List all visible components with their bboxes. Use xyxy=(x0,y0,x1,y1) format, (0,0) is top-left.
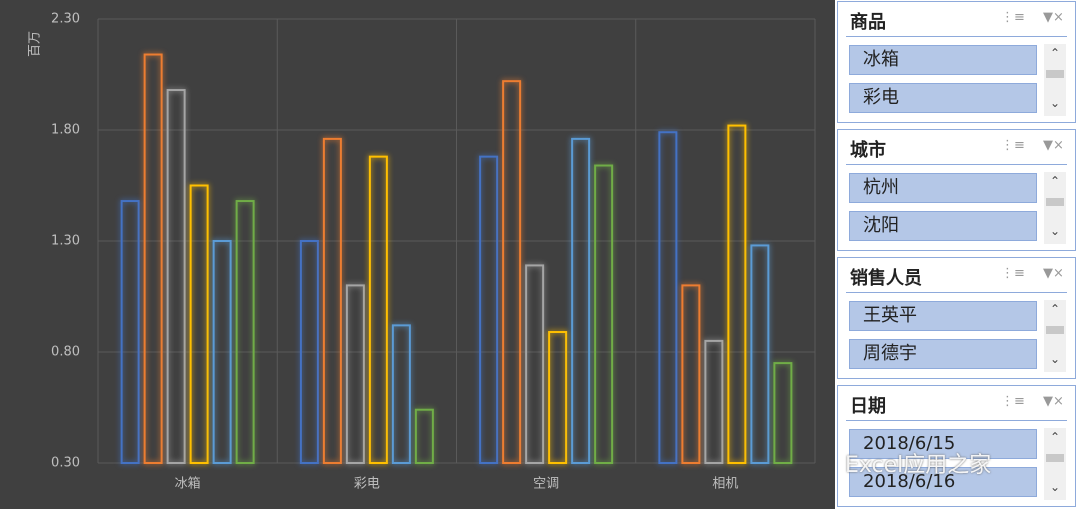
bar xyxy=(571,137,591,464)
scroll-thumb[interactable] xyxy=(1046,454,1064,462)
slicer-item[interactable]: 周德宇 xyxy=(849,339,1037,369)
slicer: 城市 ⋮≡ ▼× 杭州 沈阳 ⌃ ⌄ xyxy=(837,129,1076,251)
chart: 百万 0.30 0.80 1.30 1.80 2.30 冰箱 彩电 空调 相机 xyxy=(0,0,835,509)
bar xyxy=(120,200,140,464)
scrollbar[interactable]: ⌃ ⌄ xyxy=(1044,300,1066,372)
separator xyxy=(846,292,1067,293)
multi-select-icon[interactable]: ⋮≡ xyxy=(1001,10,1025,25)
bar xyxy=(414,408,434,464)
bar xyxy=(322,137,342,464)
bar xyxy=(594,164,614,465)
x-tick-label: 相机 xyxy=(712,477,738,492)
x-tick-label: 彩电 xyxy=(354,477,380,492)
bar xyxy=(391,324,411,464)
y-axis-label: 百万 xyxy=(28,31,43,57)
scroll-thumb[interactable] xyxy=(1046,198,1064,206)
slicer-item[interactable]: 彩电 xyxy=(849,83,1037,113)
watermark: Excel应用之家 xyxy=(845,453,992,478)
bar xyxy=(750,244,770,464)
bar xyxy=(143,53,163,465)
scrollbar[interactable]: ⌃ ⌄ xyxy=(1044,428,1066,500)
slicer: 商品 ⋮≡ ▼× 冰箱 彩电 ⌃ ⌄ xyxy=(837,1,1076,123)
bar xyxy=(235,200,255,464)
bar xyxy=(704,339,724,464)
separator xyxy=(846,420,1067,421)
clear-filter-icon[interactable]: ▼× xyxy=(1043,10,1064,25)
scroll-thumb[interactable] xyxy=(1046,326,1064,334)
slicer-item[interactable]: 沈阳 xyxy=(849,211,1037,241)
bar xyxy=(548,331,568,464)
scroll-down[interactable]: ⌄ xyxy=(1049,224,1061,238)
clear-filter-icon[interactable]: ▼× xyxy=(1043,138,1064,153)
slicer-title: 商品 xyxy=(850,12,886,33)
multi-select-icon[interactable]: ⋮≡ xyxy=(1001,394,1025,409)
slicer-title: 销售人员 xyxy=(850,268,922,289)
bar xyxy=(681,284,701,464)
bar xyxy=(525,264,545,465)
slicer-item[interactable]: 冰箱 xyxy=(849,45,1037,75)
slicer-item[interactable]: 王英平 xyxy=(849,301,1037,331)
y-tick-label: 0.80 xyxy=(51,345,80,360)
y-tick-label: 1.80 xyxy=(51,123,80,138)
clear-filter-icon[interactable]: ▼× xyxy=(1043,394,1064,409)
bar xyxy=(773,362,793,465)
slicer: 日期 ⋮≡ ▼× 2018/6/15 2018/6/16 ⌃ ⌄ xyxy=(837,385,1076,507)
bar xyxy=(166,89,186,464)
slicer-item[interactable]: 2018/6/16 xyxy=(849,467,1037,497)
y-tick-label: 1.30 xyxy=(51,234,80,249)
scrollbar[interactable]: ⌃ ⌄ xyxy=(1044,44,1066,116)
scroll-up[interactable]: ⌃ xyxy=(1049,302,1061,316)
scrollbar[interactable]: ⌃ ⌄ xyxy=(1044,172,1066,244)
scroll-down[interactable]: ⌄ xyxy=(1049,352,1061,366)
slicer-item[interactable]: 2018/6/15 xyxy=(849,429,1037,459)
slicer-title: 城市 xyxy=(850,140,886,161)
scroll-down[interactable]: ⌄ xyxy=(1049,96,1061,110)
bar xyxy=(212,240,232,464)
slicer: 销售人员 ⋮≡ ▼× 王英平 周德宇 ⌃ ⌄ xyxy=(837,257,1076,379)
multi-select-icon[interactable]: ⋮≡ xyxy=(1001,266,1025,281)
scroll-up[interactable]: ⌃ xyxy=(1049,46,1061,60)
separator xyxy=(846,36,1067,37)
y-tick-label: 2.30 xyxy=(51,12,80,27)
y-tick-label: 0.30 xyxy=(51,456,80,471)
bar xyxy=(727,124,747,464)
scroll-thumb[interactable] xyxy=(1046,70,1064,78)
bar xyxy=(479,155,499,464)
bar xyxy=(502,80,522,464)
bar xyxy=(299,240,319,464)
scroll-up[interactable]: ⌃ xyxy=(1049,430,1061,444)
bar xyxy=(658,131,678,464)
clear-filter-icon[interactable]: ▼× xyxy=(1043,266,1064,281)
x-tick-label: 空调 xyxy=(533,477,559,492)
scroll-down[interactable]: ⌄ xyxy=(1049,480,1061,494)
x-tick-label: 冰箱 xyxy=(175,476,201,492)
slicer-item[interactable]: 杭州 xyxy=(849,173,1037,203)
multi-select-icon[interactable]: ⋮≡ xyxy=(1001,138,1025,153)
slicer-title: 日期 xyxy=(850,396,886,417)
scroll-up[interactable]: ⌃ xyxy=(1049,174,1061,188)
bar xyxy=(345,284,365,464)
bar xyxy=(368,155,388,464)
separator xyxy=(846,164,1067,165)
bar xyxy=(189,184,209,464)
